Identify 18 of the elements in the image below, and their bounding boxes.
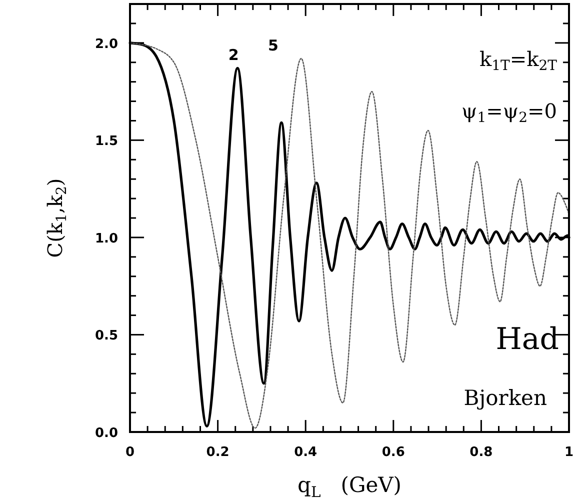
text: q$_{L}$ (GeV)	[298, 473, 402, 500]
series-label: 2	[228, 46, 239, 64]
x-tick-label: 0.2	[206, 445, 230, 460]
annotation: k$_{1T}$=k$_{2T}$	[479, 47, 558, 74]
y-tick-label: 0.0	[94, 426, 118, 441]
x-tick-label: 1	[564, 445, 574, 460]
annotation: ψ$_{1}$=ψ$_{2}$=0	[462, 99, 557, 126]
x-tick-label: 0.6	[382, 445, 405, 460]
y-tick-label: 0.5	[94, 328, 118, 344]
y-tick-label: 2.0	[94, 36, 118, 52]
x-tick-label: 0	[125, 445, 135, 460]
y-tick-label: 1.0	[94, 231, 118, 246]
x-tick-label: 0.8	[470, 445, 493, 460]
y-tick-label: 1.5	[94, 134, 118, 150]
x-tick-label: 0.4	[294, 445, 318, 460]
series-label: 5	[268, 36, 278, 54]
annotation: Had	[496, 322, 559, 357]
annotation: Bjorken	[464, 386, 547, 410]
